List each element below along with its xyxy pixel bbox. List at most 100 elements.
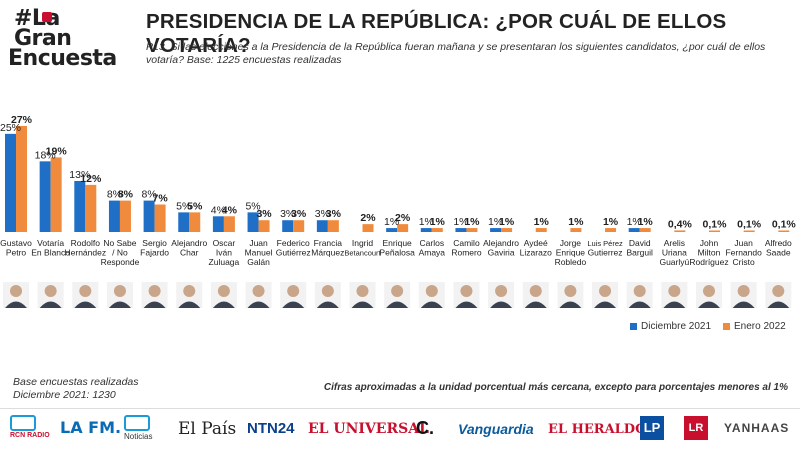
photo-head-6 — [217, 285, 230, 297]
yanhaas-logo: YANHAAS — [724, 421, 790, 435]
bar-ene-20 — [709, 230, 720, 232]
la-gran-encuesta-logo: #La Gran Encuesta — [4, 6, 126, 78]
candidate-photo-7 — [245, 282, 272, 308]
candidate-photo-5 — [176, 282, 203, 308]
value-label-ene-17: 1% — [603, 216, 619, 228]
photo-head-4 — [148, 285, 161, 297]
rcn-radio-icon — [10, 415, 36, 431]
bar-ene-8 — [293, 220, 305, 232]
rcn-radio-logo: RCN RADIO — [10, 415, 50, 439]
candidate-photo-4 — [141, 282, 168, 308]
value-label-ene-16: 1% — [568, 216, 584, 228]
category-label-6-line-0: Oscar — [213, 238, 236, 248]
category-label-21-line-2: Cristo — [733, 257, 755, 267]
category-label-15-line-0: Aydeé — [524, 238, 548, 248]
bar-ene-6 — [223, 216, 235, 232]
candidate-avatars — [3, 282, 792, 308]
category-label-15-line-1: Lizarazo — [520, 248, 552, 258]
category-label-12-line-1: Amaya — [419, 248, 446, 258]
value-label-ene-22: 0,1% — [772, 219, 797, 231]
bar-ene-12 — [431, 228, 443, 232]
value-label-dic-5: 5% — [176, 200, 191, 212]
category-label-16-line-0: Jorge — [560, 238, 582, 248]
legend-item-diciembre: Diciembre 2021 — [630, 321, 711, 332]
candidate-photo-18 — [626, 282, 653, 308]
bar-dic-6 — [212, 216, 224, 232]
category-label-22-line-0: Alfredo — [765, 238, 792, 248]
value-label-ene-19: 0,4% — [668, 218, 693, 230]
category-label-6-line-2: Zuluaga — [209, 257, 240, 267]
photo-shoulders-16 — [559, 301, 582, 308]
bar-ene-16 — [570, 228, 582, 232]
photo-shoulders-20 — [698, 301, 720, 308]
value-label-ene-0: 27% — [11, 114, 33, 126]
bar-dic-3 — [108, 200, 120, 232]
photo-head-16 — [564, 285, 577, 297]
bar-dic-11 — [386, 228, 398, 232]
bar-dic-8 — [282, 220, 294, 232]
category-label-4-line-0: Sergio — [142, 238, 167, 248]
category-label-9-line-1: Márquez — [311, 248, 344, 258]
photo-shoulders-5 — [178, 301, 201, 308]
el-universal-logo: EL UNIVERSAL — [308, 421, 429, 437]
value-label-dic-3: 8% — [107, 189, 122, 201]
bar-ene-19 — [674, 230, 686, 232]
photo-shoulders-2 — [74, 301, 97, 308]
category-label-20-line-2: Rodríguez — [689, 257, 728, 267]
photo-shoulders-9 — [316, 301, 339, 308]
category-label-19-line-0: Arelis — [664, 238, 685, 248]
photo-shoulders-1 — [39, 301, 62, 308]
photo-head-2 — [79, 285, 92, 297]
photo-shoulders-21 — [732, 301, 755, 308]
candidate-photo-8 — [280, 282, 307, 308]
value-label-dic-13: 1% — [453, 216, 468, 228]
bar-ene-1 — [50, 157, 62, 232]
category-label-3-line-2: Responde — [101, 257, 140, 267]
photo-shoulders-7 — [247, 301, 270, 308]
candidate-photo-17 — [592, 282, 619, 308]
el-heraldo-logo: EL HERALDO — [548, 422, 647, 437]
category-label-5-line-1: Char — [180, 248, 199, 258]
sponsor-footer: RCN RADIO LA FM. Noticias El País NTN24 … — [0, 408, 800, 450]
candidate-photo-0 — [3, 282, 29, 308]
value-label-dic-1: 18% — [35, 149, 56, 161]
category-label-0-line-0: Gustavo — [0, 238, 32, 248]
chart-bars — [5, 126, 790, 232]
bar-dic-18 — [628, 228, 640, 232]
bar-ene-13 — [466, 228, 478, 232]
logo-line-2: Gran — [14, 26, 72, 51]
value-label-dic-9: 3% — [315, 208, 330, 220]
value-label-ene-21: 0,1% — [737, 219, 762, 231]
photo-shoulders-11 — [386, 301, 409, 308]
candidate-photo-13 — [453, 282, 480, 308]
value-label-dic-6: 4% — [211, 204, 226, 216]
category-label-18-line-0: David — [629, 238, 651, 248]
bar-ene-14 — [501, 228, 513, 232]
candidate-photo-20 — [696, 282, 722, 308]
category-label-4-line-1: Fajardo — [140, 248, 169, 258]
category-label-14-line-1: Gaviria — [488, 248, 515, 258]
rcn-noticias-logo: Noticias — [124, 415, 152, 441]
photo-head-11 — [391, 285, 404, 297]
base-note-line-2: Diciembre 2021: 1230 — [13, 389, 116, 401]
value-label-dic-8: 3% — [280, 208, 295, 220]
bar-ene-7 — [258, 220, 270, 232]
category-label-21-line-0: Juan — [734, 238, 753, 248]
rcn-noticias-label: Noticias — [124, 432, 153, 441]
value-label-ene-10: 2% — [360, 212, 376, 224]
category-label-17-line-0: Luis Pérez — [587, 239, 623, 248]
candidate-bar-chart: 25%27%18%19%13%12%8%8% 8%7%5%5% 4%4% 5%3% 3%… — [0, 114, 797, 308]
value-label-ene-3: 8% — [118, 189, 134, 201]
value-label-ene-7: 3% — [256, 208, 272, 220]
photo-head-15 — [529, 285, 542, 297]
bar-ene-10 — [362, 224, 374, 232]
candidate-photo-2 — [72, 282, 99, 308]
bar-ene-9 — [327, 220, 339, 232]
approximation-note: Cifras aproximadas a la unidad porcentua… — [323, 382, 788, 393]
photo-head-1 — [44, 285, 57, 297]
category-label-6-line-1: Iván — [216, 248, 232, 258]
value-label-dic-4: 8% — [142, 189, 157, 201]
photo-head-21 — [737, 285, 750, 297]
value-label-dic-7: 5% — [245, 200, 260, 212]
